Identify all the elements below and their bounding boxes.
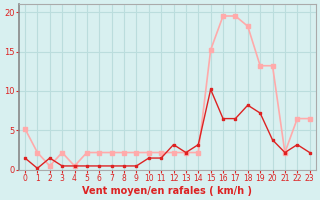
X-axis label: Vent moyen/en rafales ( km/h ): Vent moyen/en rafales ( km/h ): [82, 186, 252, 196]
